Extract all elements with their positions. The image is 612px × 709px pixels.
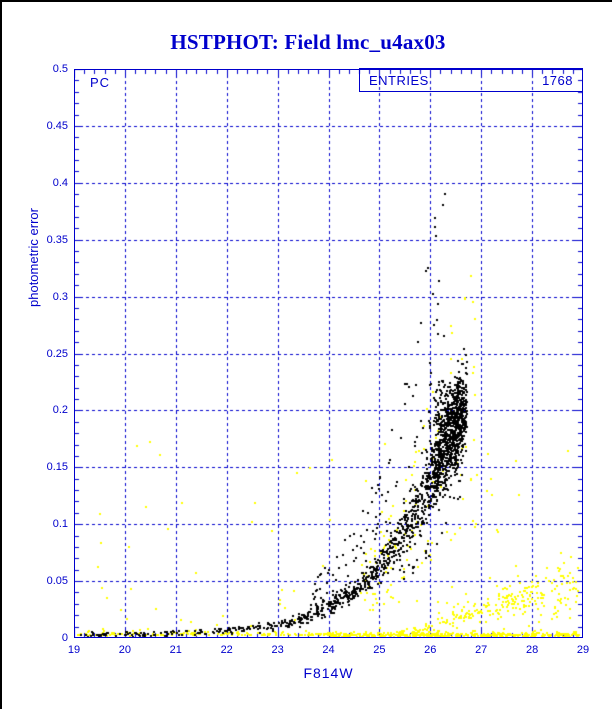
page-title: HSTPHOT: Field lmc_u4ax03: [170, 30, 446, 54]
x-tick-label: 22: [220, 644, 233, 656]
x-tick-label: 25: [373, 644, 386, 656]
y-tick-label: 0.4: [52, 176, 68, 189]
panel-label: PC: [90, 75, 111, 90]
y-tick-label: 0.5: [52, 63, 68, 75]
x-tick-label: 23: [271, 644, 284, 656]
scatter-plot: PC: [74, 69, 583, 638]
plot-frame: [74, 69, 583, 638]
stats-value: 1768: [542, 73, 573, 88]
y-tick-label: 0.35: [46, 233, 68, 246]
x-tick-label: 19: [67, 644, 81, 656]
y-tick-label: 0.15: [46, 461, 68, 474]
x-tick-label: 20: [118, 644, 132, 656]
y-tick-label: 0.2: [52, 404, 68, 417]
x-axis-label: F814W: [303, 665, 354, 681]
y-tick-label: 0.45: [46, 119, 68, 132]
stats-box: ENTRIES 1768: [359, 68, 583, 92]
x-tick-label: 24: [322, 644, 335, 656]
y-tick-label: 0.05: [46, 575, 68, 588]
y-tick-label: 0.25: [46, 347, 68, 360]
x-tick-label: 28: [525, 644, 539, 656]
x-tick-label: 27: [475, 644, 488, 656]
scatter-canvas: [74, 69, 583, 638]
stats-label: ENTRIES: [369, 73, 429, 88]
y-tick-label: 0.1: [52, 518, 68, 531]
x-tick-label: 29: [576, 644, 590, 656]
x-tick-label: 26: [424, 644, 437, 656]
y-tick-label: 0.3: [52, 290, 68, 303]
y-tick-label: 0: [61, 632, 68, 644]
x-tick-label: 21: [169, 644, 182, 656]
